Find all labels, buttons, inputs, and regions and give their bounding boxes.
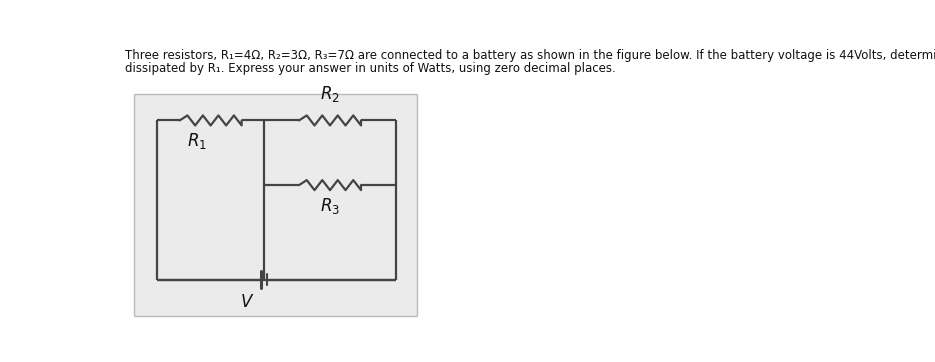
Text: dissipated by R₁. Express your answer in units of Watts, using zero decimal plac: dissipated by R₁. Express your answer in… [124,62,615,75]
Text: $R_2$: $R_2$ [320,84,340,104]
Text: Three resistors, R₁=4Ω, R₂=3Ω, R₃=7Ω are connected to a battery as shown in the : Three resistors, R₁=4Ω, R₂=3Ω, R₃=7Ω are… [124,49,935,62]
Text: $R_3$: $R_3$ [320,196,340,216]
Text: $R_1$: $R_1$ [187,131,207,151]
Text: $V$: $V$ [240,294,254,311]
Bar [134,325,278,348]
Bar [134,94,417,316]
